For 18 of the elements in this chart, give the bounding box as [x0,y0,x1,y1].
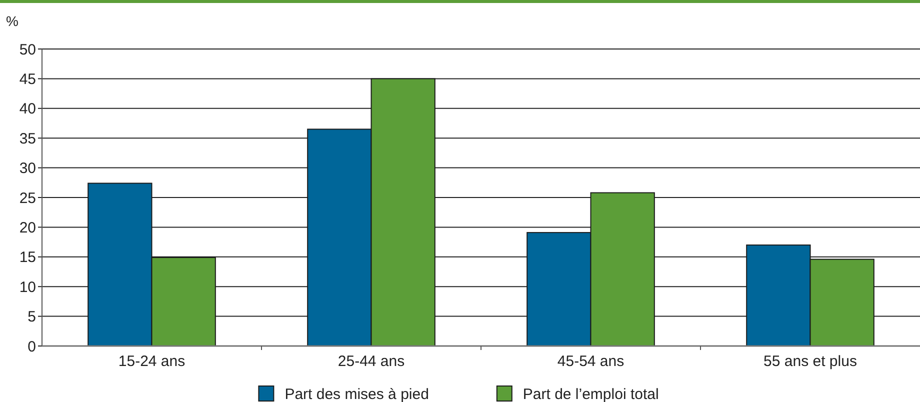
x-tick-label: 55 ans et plus [764,353,857,370]
y-tick-label: 15 [19,249,36,266]
legend-label: Part des mises à pied [284,386,429,402]
y-tick-label: 35 [19,130,36,148]
x-tick-label: 45-54 ans [557,353,624,370]
y-axis-title: % [6,13,18,29]
y-tick-label: 25 [19,190,36,207]
x-tick-label: 15-24 ans [118,353,186,370]
y-tick-label: 30 [19,160,36,178]
y-tick-label: 5 [28,308,36,326]
y-tick-label: 40 [19,100,36,118]
y-tick-label: 20 [19,219,36,236]
y-tick-label: 10 [19,278,36,296]
y-tick-label: 45 [19,70,36,88]
y-tick-label: 50 [19,41,36,58]
x-tick-label: 25-44 ans [338,353,405,370]
legend-label: Part de l’emploi total [522,386,659,402]
y-tick-label: 0 [28,338,36,356]
